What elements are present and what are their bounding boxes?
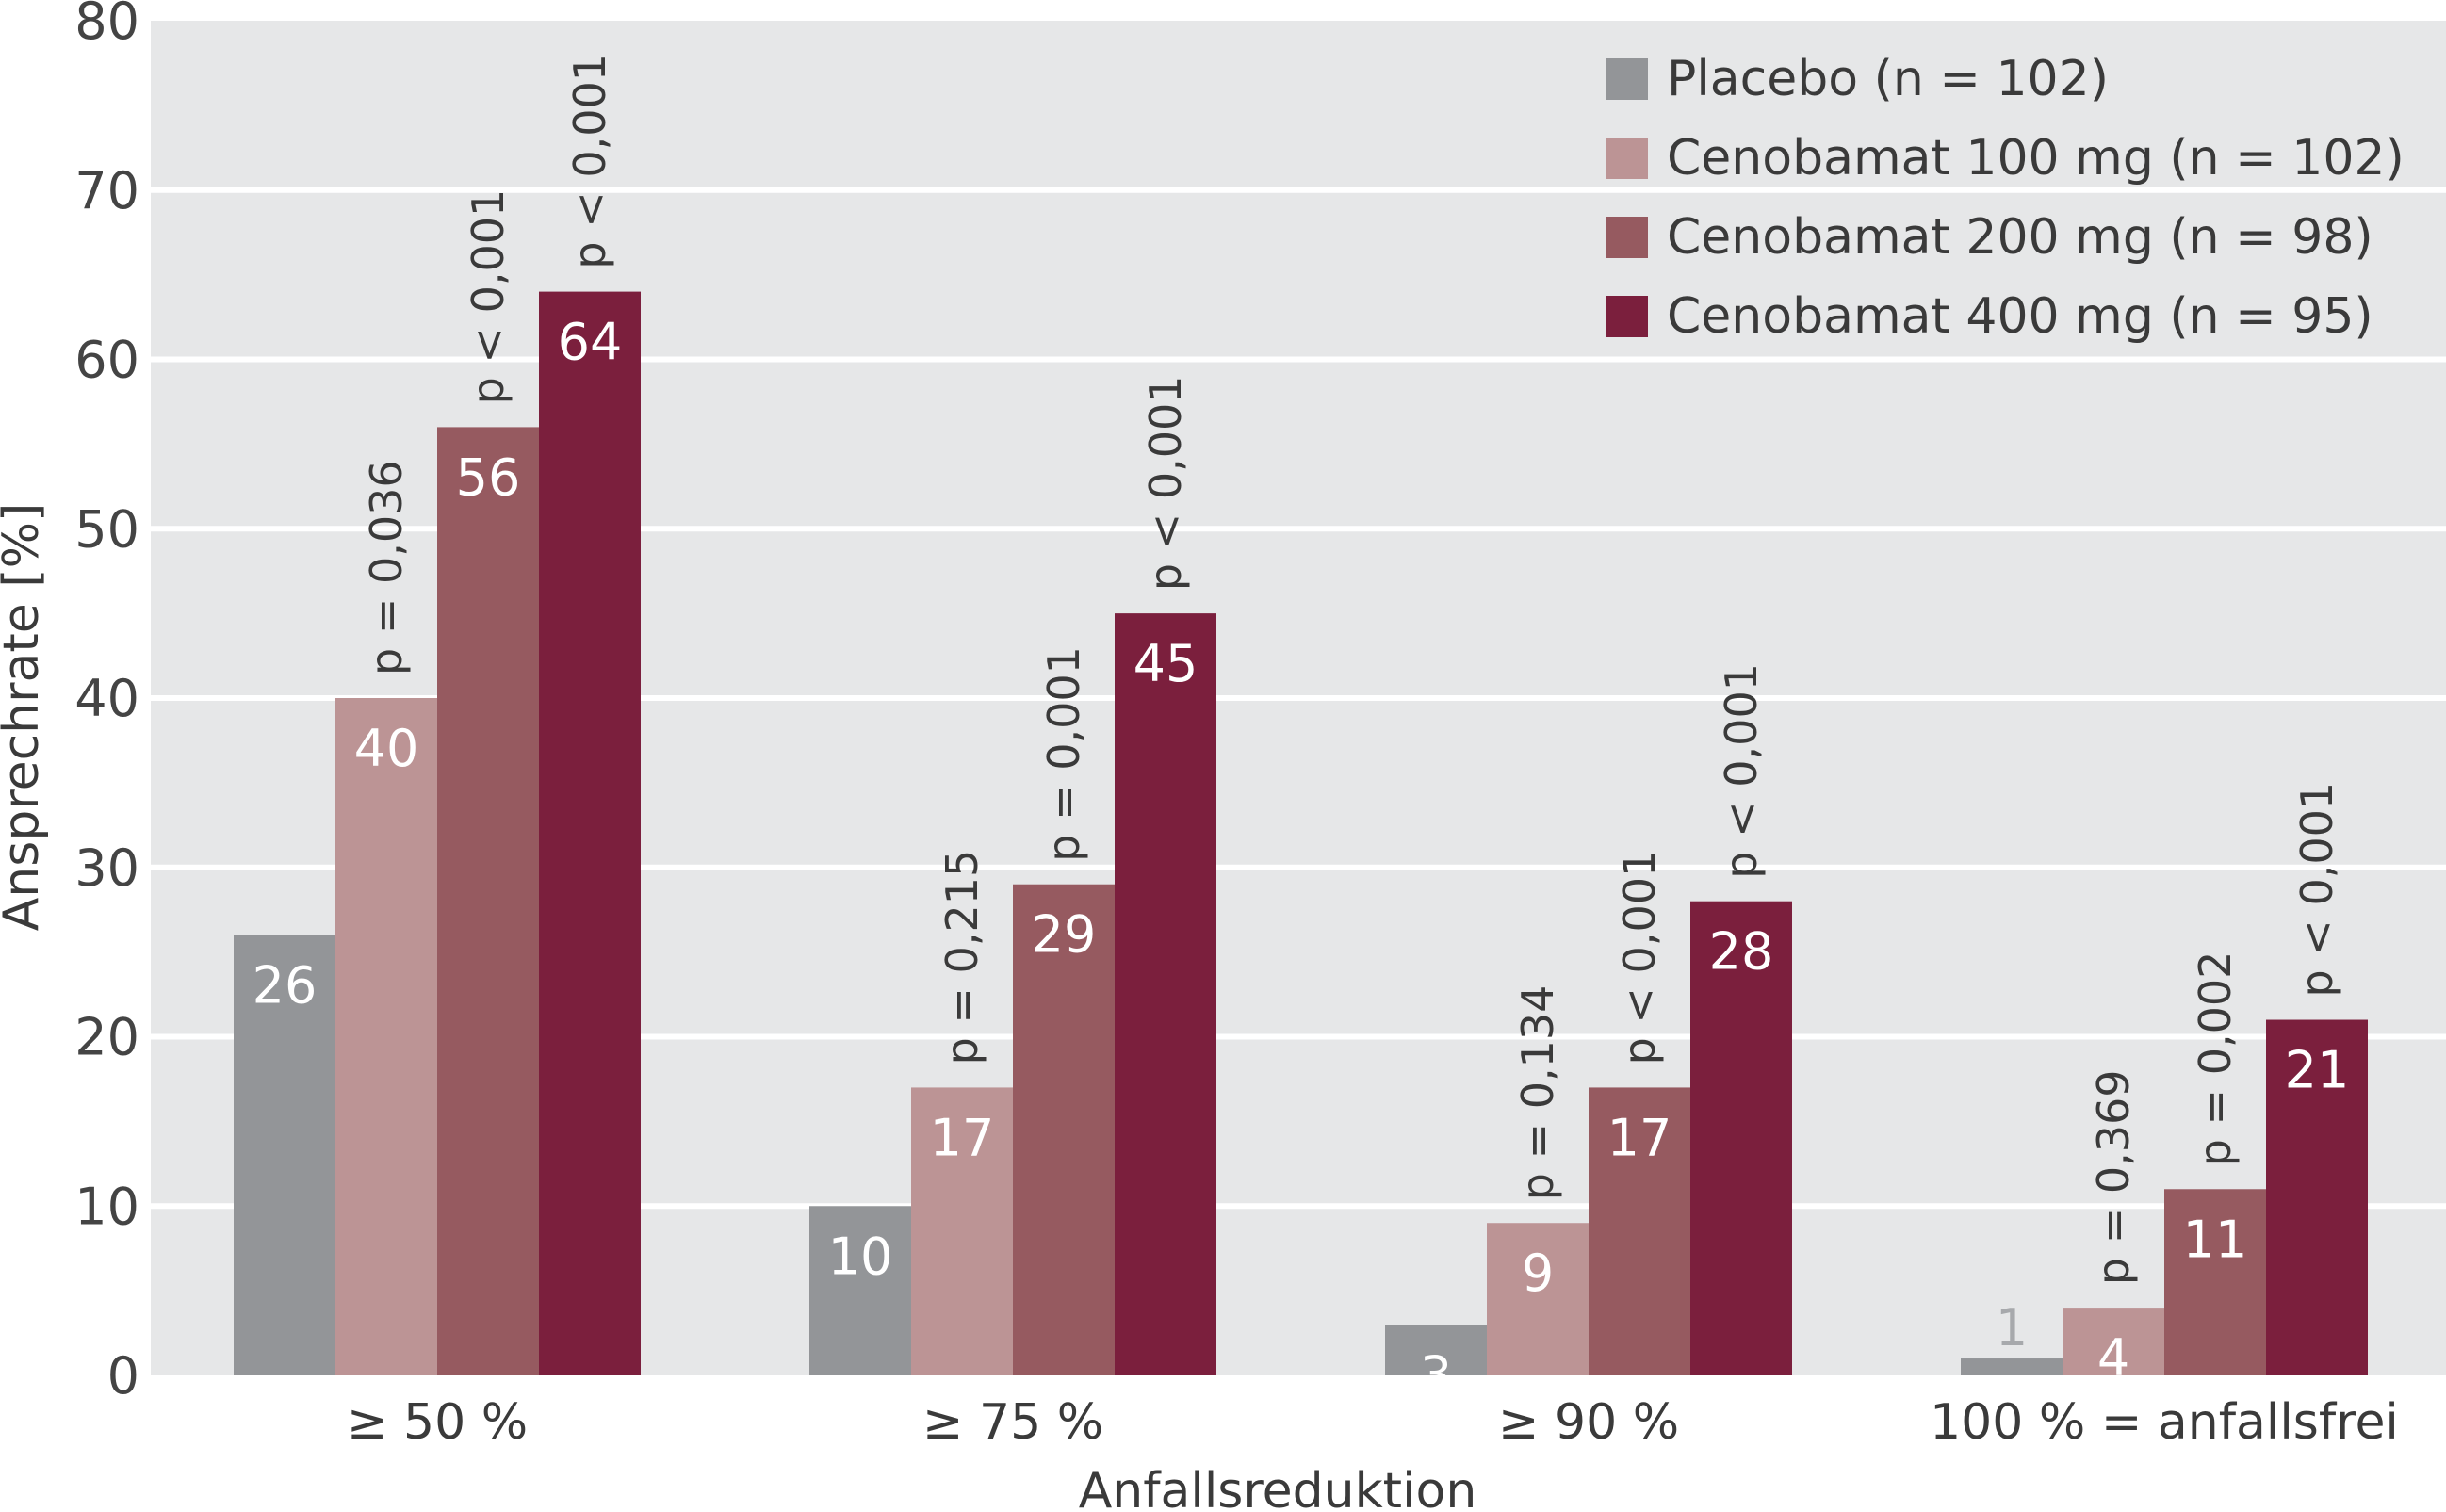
bar-value-label: 28 [1709,922,1774,982]
bar [539,291,641,1376]
p-value-label: p < 0,001 [564,54,615,269]
p-value-label: p = 0,002 [2190,951,2241,1167]
bar-value-label: 1 [1996,1298,2028,1358]
bar [1013,884,1115,1375]
bar [911,1087,1013,1375]
p-value-label: p = 0,134 [1512,985,1563,1201]
p-value-label: p = 0,369 [2088,1069,2139,1285]
bar [2266,1019,2368,1375]
y-tick-label: 40 [74,669,139,728]
bar [809,1206,911,1375]
y-tick-label: 10 [74,1177,139,1236]
legend-entry: Cenobamat 100 mg (n = 102) [1667,130,2405,187]
legend-swatch [1606,58,1648,100]
p-value-label: p < 0,001 [1716,663,1767,879]
bar [1589,1087,1690,1375]
bar [2063,1308,2164,1375]
legend-entry: Cenobamat 400 mg (n = 95) [1667,288,2373,345]
bar-value-label: 10 [828,1227,893,1286]
bar-value-label: 11 [2183,1210,2248,1269]
y-axis-title: Ansprechrate [%] [0,503,50,932]
bar-value-label: 3 [1420,1345,1452,1405]
y-tick-label: 70 [74,161,139,220]
bar [335,698,437,1375]
bar-value-label: 17 [930,1108,995,1167]
bars: 26 40 p = 0,036 56 p < 0,001 64 p < 0,001 10 17 p… [234,54,2368,1405]
category-label: 100 % = anfallsfrei [1930,1394,2399,1451]
bar [234,935,335,1375]
x-axis-title: Anfallsreduktion [1079,1463,1477,1512]
legend-entry: Placebo (n = 102) [1667,51,2109,107]
p-value-label: p = 0,036 [361,460,412,675]
p-value-label: p < 0,001 [463,189,514,405]
legend-swatch [1606,296,1648,337]
bar-value-label: 45 [1133,634,1199,693]
bar [1385,1325,1487,1375]
p-value-label: p = 0,215 [937,850,987,1065]
bar-value-label: 64 [558,313,623,372]
bar-value-label: 56 [456,447,521,507]
y-tick-label: 20 [74,1008,139,1067]
bar-value-label: 29 [1032,905,1097,965]
y-tick-label: 0 [107,1346,139,1406]
category-label: ≥ 90 % [1498,1394,1679,1451]
bar-value-label: 4 [2097,1328,2129,1388]
category-label: ≥ 50 % [347,1394,528,1451]
y-axis-ticks: 0 10 20 30 40 50 60 70 80 [74,0,139,1406]
category-label: ≥ 75 % [922,1394,1103,1451]
y-tick-label: 30 [74,838,139,898]
legend-swatch [1606,217,1648,258]
p-value-label: p = 0,001 [1038,646,1089,862]
bar [1690,901,1792,1375]
bar-value-label: 9 [1522,1244,1554,1303]
bar [437,427,539,1375]
bar [1961,1358,2063,1375]
y-tick-label: 80 [74,0,139,51]
p-value-label: p < 0,001 [1614,850,1665,1065]
bar [1487,1223,1589,1375]
y-tick-label: 50 [74,499,139,559]
bar-value-label: 26 [253,956,318,1016]
y-tick-label: 60 [74,331,139,390]
bar-value-label: 17 [1607,1108,1672,1167]
legend-entry: Cenobamat 200 mg (n = 98) [1667,209,2373,266]
p-value-label: p < 0,001 [1140,375,1191,591]
bar [2164,1189,2266,1375]
bar-value-label: 21 [2285,1041,2350,1100]
x-axis-categories: ≥ 50 % ≥ 75 % ≥ 90 % 100 % = anfallsfrei [347,1394,2399,1451]
legend-swatch [1606,138,1648,179]
bar-value-label: 40 [354,719,419,778]
legend: Placebo (n = 102) Cenobamat 100 mg (n = 1… [1606,51,2405,345]
p-value-label: p < 0,001 [2291,782,2342,998]
bar [1115,613,1216,1375]
